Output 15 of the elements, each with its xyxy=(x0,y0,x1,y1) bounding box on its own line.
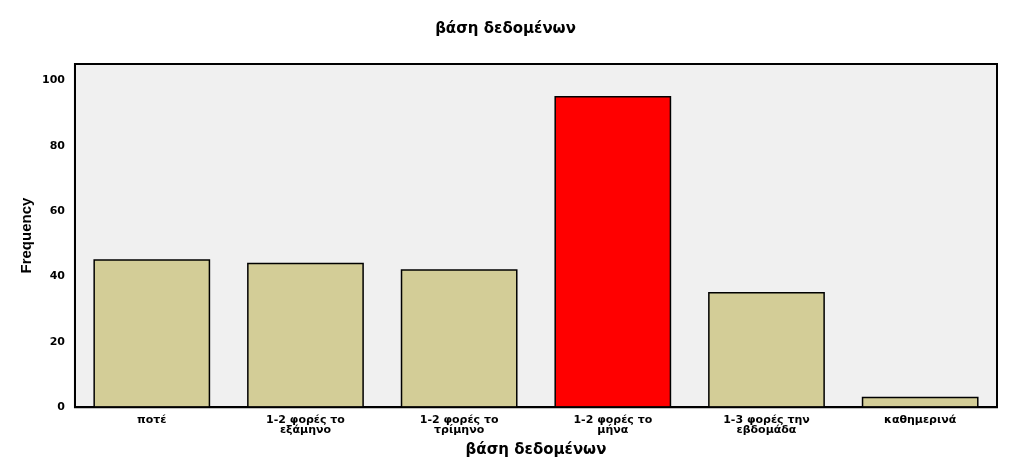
x-tick-label: 1-2 φορές το τρίμηνο xyxy=(419,413,499,436)
x-axis-title: βάση δεδομένων xyxy=(465,439,607,458)
x-tick-label: 1-2 φορές το εξάμηνο xyxy=(266,413,346,436)
y-axis-title: Frequency xyxy=(17,197,35,274)
y-tick-label: 80 xyxy=(49,138,66,152)
x-tick-label: καθημερινά xyxy=(884,413,957,427)
x-tick-label: 1-2 φορές το μήνα xyxy=(573,413,653,436)
x-tick-label: ποτέ xyxy=(137,413,167,427)
y-tick-label: 20 xyxy=(49,334,66,348)
y-tick-label: 60 xyxy=(49,203,66,217)
x-tick-label: 1-3 φορές την εβδομάδα xyxy=(723,413,810,436)
chart-title: βάση δεδομένων xyxy=(435,18,576,37)
y-tick-label: 40 xyxy=(49,269,66,283)
y-tick-label: 0 xyxy=(57,400,66,414)
y-tick-label: 100 xyxy=(41,73,66,87)
